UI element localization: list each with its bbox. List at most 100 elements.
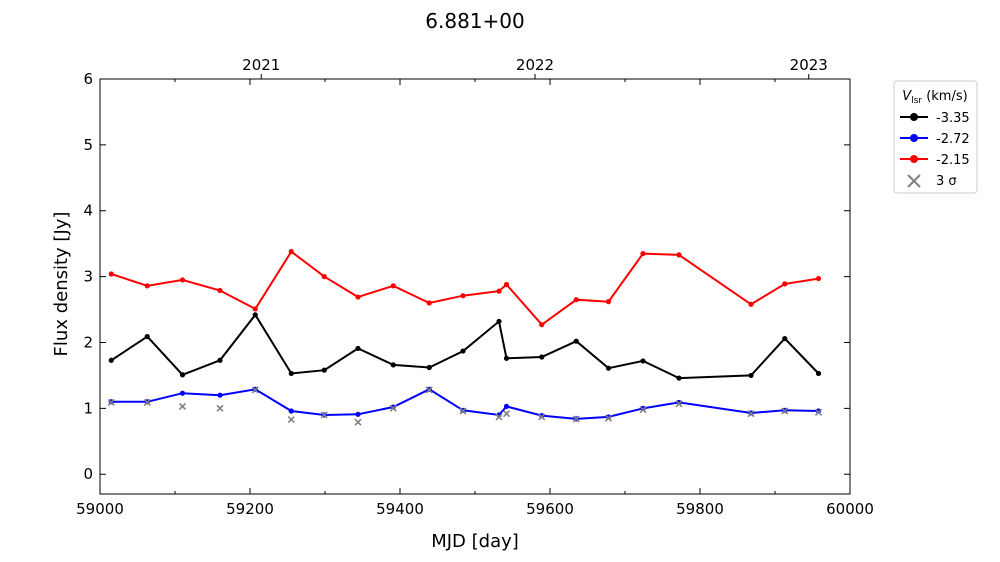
year-tick-label: 2022: [516, 56, 554, 74]
series-line-1: [111, 388, 819, 420]
data-point-series-1: [676, 399, 682, 406]
data-point-series-1: [217, 392, 223, 398]
sigma-point: [639, 406, 647, 414]
legend-title: Vlsr (km/s): [902, 89, 967, 106]
data-point-series-2: [815, 275, 822, 282]
sigma-point: [675, 400, 683, 408]
data-point-series-0: [144, 333, 150, 340]
y-tick-label: 5: [83, 136, 93, 154]
data-point-series-2: [640, 250, 646, 257]
x-tick-label: 59800: [676, 500, 724, 518]
legend-label-sigma: 3 σ: [936, 174, 957, 189]
sigma-point: [178, 402, 187, 410]
legend-label-blue: -2.72: [936, 132, 970, 147]
data-point-series-2: [321, 274, 327, 280]
sigma-point: [538, 413, 546, 421]
sigma-point: [604, 414, 613, 422]
data-point-series-1: [815, 408, 822, 414]
sigma-point: [459, 407, 467, 415]
data-point-series-0: [179, 372, 186, 378]
x-tick-label: 59000: [76, 500, 124, 518]
data-point-series-2: [496, 288, 502, 294]
sigma-point: [495, 413, 503, 421]
sigma-point: [389, 404, 397, 412]
x-tick-label: 59600: [526, 500, 574, 518]
sigma-point: [320, 411, 328, 419]
data-point-series-2: [108, 271, 114, 277]
sigma-point: [425, 386, 433, 394]
sigma-point: [354, 418, 362, 426]
data-point-series-1: [390, 404, 396, 410]
y-axis-label: Flux density [Jy]: [51, 212, 72, 357]
data-point-series-2: [252, 306, 258, 312]
year-tick-label: 2023: [790, 56, 828, 74]
sigma-point: [781, 407, 789, 415]
data-point-series-0: [460, 348, 466, 354]
series-line-2: [110, 250, 819, 327]
y-tick-label: 0: [83, 465, 93, 483]
data-point-series-0: [321, 367, 327, 373]
plot-data: [107, 248, 823, 426]
data-point-series-0: [782, 335, 788, 342]
data-point-series-0: [496, 318, 502, 325]
sigma-point: [287, 415, 295, 424]
data-point-series-2: [460, 293, 466, 299]
data-point-series-1: [355, 411, 361, 417]
data-point-series-1: [539, 413, 545, 419]
data-point-series-0: [503, 355, 510, 361]
x-tick-label: 59400: [376, 500, 424, 518]
data-point-series-0: [355, 345, 361, 352]
sigma-point: [107, 398, 115, 407]
data-point-series-1: [288, 408, 294, 414]
sigma-point: [251, 386, 259, 394]
sigma-point: [216, 404, 224, 412]
legend-marker-blue: [910, 134, 918, 142]
legend-sigma-marker: [907, 174, 921, 188]
data-point-series-2: [288, 248, 294, 255]
data-point-series-0: [288, 370, 294, 377]
legend-box: [893, 80, 978, 194]
data-point-series-0: [539, 354, 545, 360]
data-point-series-2: [605, 299, 612, 305]
series-line-0: [110, 313, 820, 380]
y-tick-label: 6: [83, 70, 93, 88]
legend-marker-black: [910, 113, 918, 121]
legend-label-red: -2.15: [936, 153, 970, 168]
sigma-point: [572, 415, 580, 423]
data-point-series-0: [640, 358, 646, 364]
data-point-series-2: [179, 277, 186, 283]
data-point-series-1: [179, 390, 186, 396]
legend-label-black: -3.35: [936, 111, 970, 126]
sigma-point: [814, 408, 823, 416]
data-point-series-2: [748, 301, 754, 307]
data-point-series-0: [390, 362, 396, 368]
sigma-point: [747, 410, 755, 418]
data-point-series-0: [815, 370, 822, 377]
y-tick-label: 4: [83, 202, 93, 220]
data-point-series-0: [748, 372, 754, 379]
x-axis-label: MJD [day]: [431, 531, 519, 552]
data-point-series-0: [426, 364, 432, 371]
plot-frame: [99, 78, 851, 495]
data-point-series-0: [108, 357, 114, 363]
year-tick-label: 2021: [242, 56, 280, 74]
x-tick-label: 59200: [226, 500, 274, 518]
data-point-series-0: [676, 375, 682, 381]
data-point-series-2: [573, 297, 579, 303]
chart-title: 6.881+00: [425, 9, 524, 33]
data-point-series-0: [573, 338, 579, 344]
y-tick-label: 1: [83, 399, 93, 417]
legend-marker-red: [910, 155, 918, 163]
y-tick-label: 3: [83, 268, 93, 286]
data-point-series-2: [355, 294, 361, 300]
data-point-series-2: [676, 252, 682, 258]
data-point-series-0: [252, 312, 258, 318]
data-point-series-2: [782, 281, 788, 287]
data-point-series-2: [539, 322, 545, 328]
y-tick-label: 2: [83, 333, 93, 351]
legend: Vlsr (km/s) -3.35 -2.72 -2.15 3 σ: [893, 80, 978, 194]
data-point-series-0: [605, 365, 612, 371]
sigma-point: [502, 410, 511, 418]
